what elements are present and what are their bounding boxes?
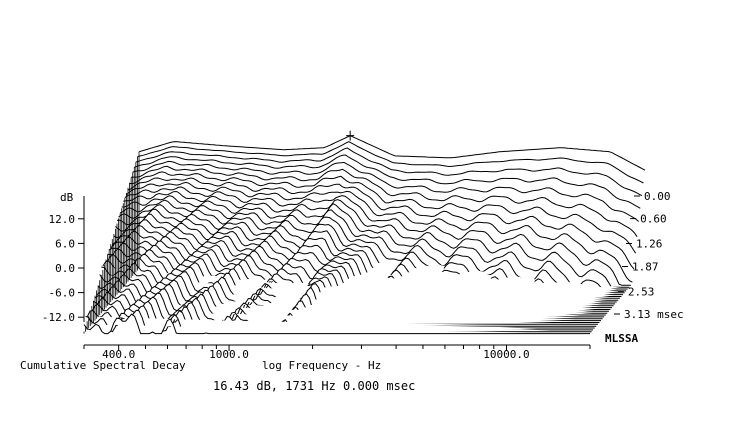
decay-surface — [83, 130, 646, 335]
time-tick-label: 0.60 — [640, 213, 667, 226]
x-axis-ticks: 400.0 1000.0 10000.0 — [83, 345, 591, 361]
y-tick-label: -6.0 — [49, 287, 76, 300]
mlssa-label: MLSSA — [605, 332, 638, 345]
y-tick-label: -12.0 — [42, 311, 75, 324]
time-tick-label: 2.53 — [628, 285, 655, 298]
x-axis-title: log Frequency - Hz — [262, 359, 381, 372]
y-tick-label: 12.0 — [49, 213, 76, 226]
decay-slice — [83, 313, 590, 335]
y-tick-label: 6.0 — [55, 237, 75, 250]
y-tick-label: 0.0 — [55, 262, 75, 275]
time-tick-label: 1.87 — [632, 260, 659, 273]
x-tick-label: 10000.0 — [483, 348, 529, 361]
y-axis-ticks: 12.0 6.0 0.0 -6.0 -12.0 — [42, 213, 84, 324]
time-tick-label: 3.13 msec — [624, 308, 684, 321]
chart-title: Cumulative Spectral Decay — [20, 359, 186, 372]
time-tick-label: 1.26 — [636, 238, 663, 251]
x-tick-label: 1000.0 — [209, 348, 249, 361]
cursor-readout: 16.43 dB, 1731 Hz 0.000 msec — [213, 379, 415, 393]
x-tick-label: 400.0 — [102, 348, 135, 361]
time-axis-ticks: 0.00 0.60 1.26 1.87 2.53 3.13 msec — [614, 190, 684, 321]
time-tick-label: 0.00 — [644, 190, 671, 203]
y-axis-unit: dB — [60, 191, 74, 204]
